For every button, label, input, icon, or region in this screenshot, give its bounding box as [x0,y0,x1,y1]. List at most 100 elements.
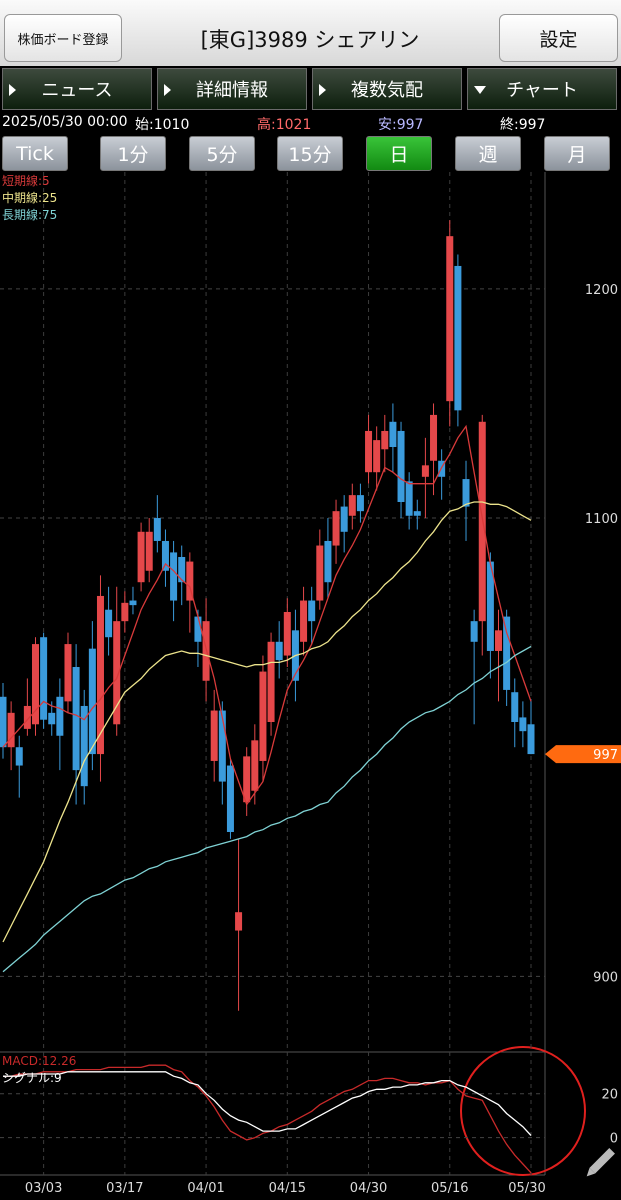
candle-body [56,696,64,736]
y-tick-label: 1100 [585,512,618,527]
candle-body [316,545,324,601]
candle-body [446,236,454,402]
candle-body [243,756,251,803]
tab-label: チャート [506,80,578,101]
legend-entry: 長期線:75 [2,207,57,222]
x-tick-label: 05/16 [431,1181,468,1196]
candle-body [267,641,275,722]
candle-body [235,912,243,931]
candle-body [153,518,161,541]
candle-body [0,696,7,748]
candle-body [283,612,291,656]
candle-body [105,609,113,638]
settings-button[interactable]: 設定 [499,14,618,62]
timeframe-button[interactable]: 15分 [277,136,343,171]
candle-body [113,621,121,725]
candle-body [324,540,332,583]
tab[interactable]: 詳細情報 [157,68,307,110]
candle-body [470,621,478,642]
candle-body [137,531,145,583]
legend-entry: 中期線:25 [2,190,57,205]
candle-body [161,540,169,571]
timeframe-button[interactable]: Tick [2,136,68,171]
candle-body [511,692,519,722]
candle-body [96,595,104,755]
y-tick-label: 20 [601,1088,618,1103]
candle-body [72,667,80,771]
candle-body [251,740,259,791]
candle-body [23,705,31,729]
tab-label: 詳細情報 [196,80,268,101]
board-register-button[interactable]: 株価ボード登録 [4,14,122,62]
y-tick-label: 900 [593,970,618,985]
series-line [3,1071,532,1136]
edit-icon[interactable] [584,1148,615,1179]
timeframe-button[interactable]: 日 [366,136,432,171]
candle-body [373,440,381,473]
candle-body [389,421,397,447]
info-close: 終:997 [500,117,546,133]
candle-body [121,602,129,622]
candle-body [486,561,494,651]
candle-body [218,710,226,782]
timeframe-button[interactable]: 週 [455,136,521,171]
candle-body [365,430,373,473]
tab-label: ニュース [41,80,113,101]
candle-body [308,600,316,622]
legend-entry: シグナル:9 [2,1071,62,1085]
candle-body [519,717,527,732]
tab[interactable]: 複数気配 [312,68,462,110]
candle-body [421,465,429,477]
tab[interactable]: ニュース [2,68,152,110]
candle-body [340,506,348,532]
candle-body [462,479,470,507]
header-title: [東G]3989 シェアリン [200,28,420,52]
tab-arrow [319,84,326,96]
timeframe-button[interactable]: 5分 [189,136,255,171]
tab-arrow [164,84,171,96]
x-tick-label: 04/30 [350,1181,387,1196]
legend-entry: MACD:12.26 [2,1054,76,1068]
candle-body [31,644,39,725]
tab-label: 複数気配 [351,80,423,101]
x-tick-label: 05/30 [508,1181,545,1196]
series-line [2,501,532,943]
candle-body [397,430,405,502]
x-tick-label: 04/15 [269,1181,306,1196]
series-line [3,1064,532,1174]
tab[interactable]: チャート [467,68,617,110]
candle-body [495,630,503,651]
series-line [2,424,532,806]
current-price-marker [545,745,621,764]
candle-body [80,705,88,787]
candle-body [129,600,137,606]
info-high: 高:1021 [257,117,312,133]
timeframe-button[interactable]: 月 [544,136,610,171]
x-tick-label: 04/01 [187,1181,224,1196]
candle-body [226,765,234,832]
candle-body [275,641,283,661]
candle-body [88,648,96,755]
timeframe-button[interactable]: 1分 [100,136,166,171]
annotation-circle [460,1046,586,1176]
candle-body [413,511,421,516]
candle-body [210,710,218,761]
info-datetime: 2025/05/30 00:00 [2,114,128,130]
y-tick-label: 0 [610,1132,618,1147]
candle-body [15,747,23,766]
candle-body [40,637,48,720]
candle-body [381,430,389,450]
current-price-label: 997 [593,748,618,763]
candle-body [64,644,72,702]
candle-body [186,561,194,601]
candle-body [259,671,267,761]
candle-body [300,600,308,642]
candle-body [7,712,15,748]
y-tick-label: 1200 [585,283,618,298]
series-line [2,645,532,973]
candle-body [348,495,356,516]
candle-body [145,531,153,571]
x-tick-label: 03/03 [25,1181,62,1196]
candle-body [48,712,56,725]
